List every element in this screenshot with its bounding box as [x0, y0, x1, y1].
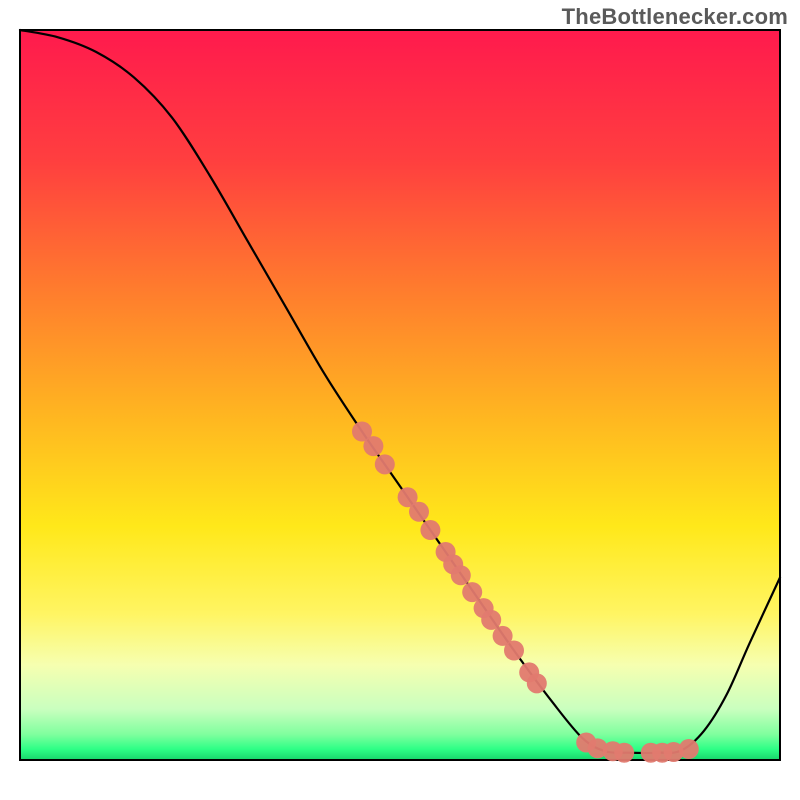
watermark-text: TheBottlenecker.com [562, 4, 788, 30]
curve-marker [451, 565, 471, 585]
curve-marker [481, 610, 501, 630]
curve-marker [462, 582, 482, 602]
chart-svg [0, 0, 800, 800]
curve-marker [363, 436, 383, 456]
chart-container: TheBottlenecker.com [0, 0, 800, 800]
curve-marker [527, 673, 547, 693]
curve-marker [409, 502, 429, 522]
curve-marker [679, 739, 699, 759]
curve-marker [375, 454, 395, 474]
curve-marker [504, 641, 524, 661]
plot-background [20, 30, 780, 760]
curve-marker [614, 743, 634, 763]
curve-marker [420, 520, 440, 540]
